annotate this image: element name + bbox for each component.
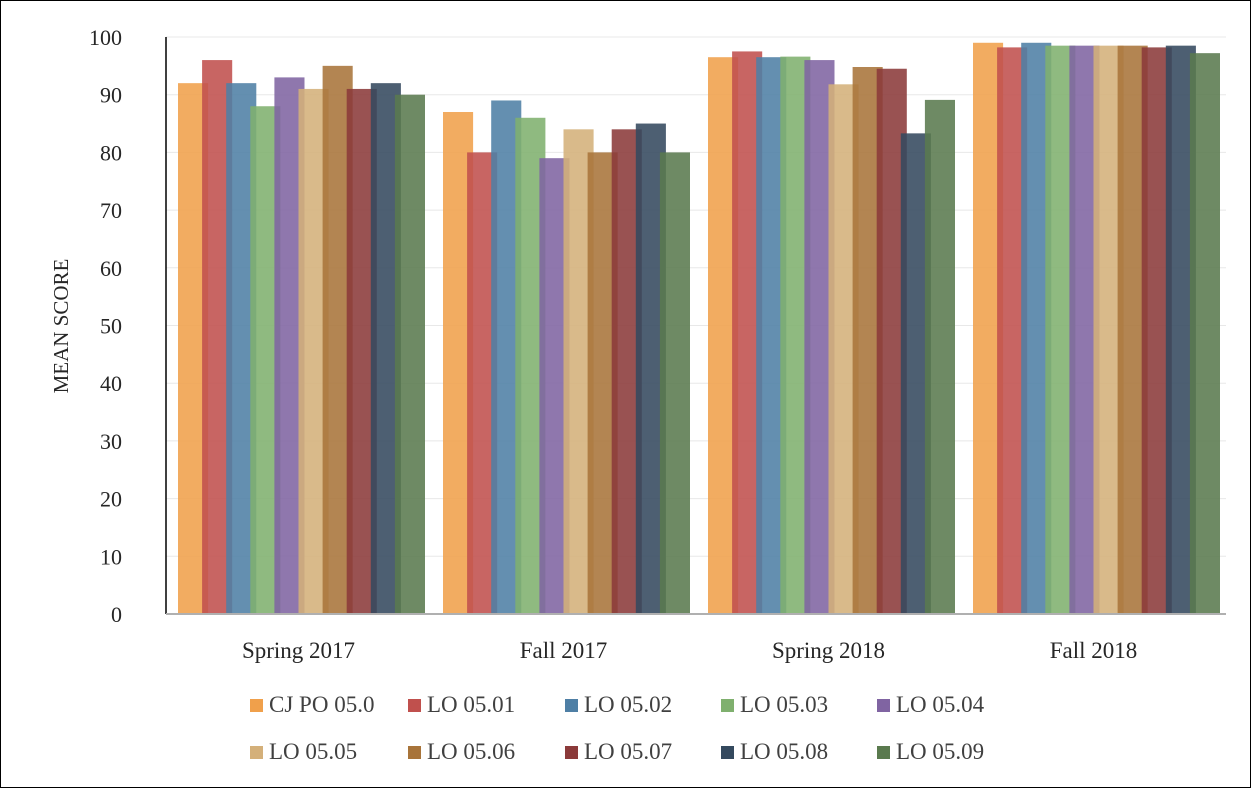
legend-swatch: [877, 699, 890, 712]
y-tick-label: 30: [100, 429, 122, 454]
legend-label: LO 05.02: [584, 692, 672, 717]
legend-label: LO 05.05: [269, 739, 357, 764]
legend-label: LO 05.04: [896, 692, 985, 717]
legend-swatch: [721, 699, 734, 712]
legend-label: LO 05.06: [427, 739, 515, 764]
bar-lo-05-09-3: [1189, 53, 1220, 614]
bars: [178, 42, 1220, 615]
legend-swatch: [250, 699, 263, 712]
y-tick-label: 10: [100, 544, 122, 569]
x-category-label: Spring 2017: [242, 638, 355, 663]
legend-label: LO 05.09: [896, 739, 984, 764]
legend: CJ PO 05.0 LO 05.01 LO 05.02 LO 05.03 LO 05.…: [250, 692, 985, 764]
legend-label: LO 05.07: [584, 739, 672, 764]
legend-label: LO 05.08: [740, 739, 828, 764]
y-tick-label: 20: [100, 487, 122, 512]
legend-swatch: [877, 746, 890, 759]
y-tick-label: 80: [100, 140, 122, 165]
bar-lo-05-09-0: [394, 94, 425, 614]
legend-label: CJ PO 05.0: [269, 692, 374, 717]
x-category-label: Fall 2018: [1050, 638, 1138, 663]
legend-label: LO 05.01: [427, 692, 515, 717]
legend-label: LO 05.03: [740, 692, 828, 717]
legend-swatch: [250, 746, 263, 759]
y-tick-label: 50: [100, 314, 122, 339]
legend-swatch: [408, 699, 421, 712]
y-tick-label: 60: [100, 256, 122, 281]
bar-lo-05-09-2: [924, 99, 955, 614]
y-tick-label: 100: [89, 25, 122, 50]
y-tick-label: 0: [111, 602, 122, 627]
axes: 0 10 20 30 40 50 60 70 80 90 100 Spring 2017 Fall 20…: [89, 25, 1226, 663]
legend-swatch: [408, 746, 421, 759]
legend-swatch: [565, 746, 578, 759]
x-category-label: Fall 2017: [520, 638, 608, 663]
legend-swatch: [565, 699, 578, 712]
x-category-label: Spring 2018: [772, 638, 885, 663]
y-axis-title: MEAN SCORE: [49, 259, 73, 394]
y-tick-label: 70: [100, 198, 122, 223]
bar-lo-05-09-1: [659, 152, 690, 614]
y-tick-label: 40: [100, 371, 122, 396]
y-tick-label: 90: [100, 83, 122, 108]
legend-swatch: [721, 746, 734, 759]
